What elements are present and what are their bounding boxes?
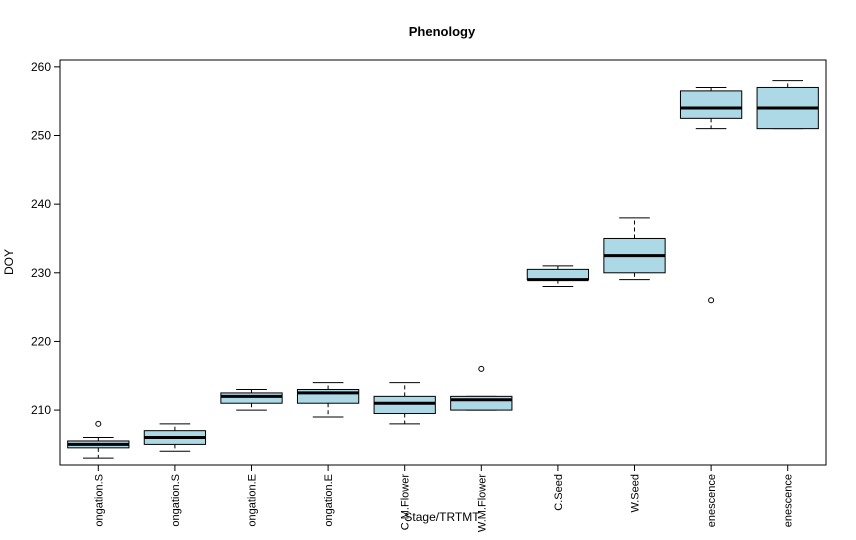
- y-axis: 210 220 230 240 250 260: [31, 60, 61, 417]
- y-axis-label: DOY: [2, 249, 16, 275]
- x-category-label: ongation.S: [170, 474, 182, 527]
- box-series: [67, 80, 819, 459]
- y-tick-label: 250: [31, 129, 51, 143]
- x-category-label: enescence: [706, 474, 718, 527]
- x-category-label: ongation.E: [247, 474, 259, 527]
- box-group: [373, 382, 436, 425]
- x-category-label: C.M.Flower: [400, 474, 412, 531]
- x-category-label: C.Seed: [553, 474, 565, 511]
- box-group: [143, 423, 207, 452]
- outlier-point: [708, 297, 715, 304]
- x-category-labels: ongation.S ongation.S ongation.E ongation.E…: [93, 465, 795, 532]
- box-group: [679, 86, 743, 304]
- y-tick-label: 260: [31, 60, 51, 74]
- box-group: [603, 217, 666, 281]
- x-category-label: enescence: [783, 474, 795, 527]
- box-group: [220, 388, 283, 411]
- box: [220, 392, 283, 404]
- box: [679, 90, 743, 119]
- outlier-point: [478, 365, 485, 372]
- chart-title: Phenology: [409, 24, 476, 39]
- x-category-label: ongation.S: [93, 474, 105, 527]
- box-group: [756, 80, 819, 130]
- outlier-point: [95, 420, 102, 427]
- box-group: [526, 265, 590, 288]
- y-tick-label: 220: [31, 334, 51, 348]
- y-tick-label: 230: [31, 266, 51, 280]
- x-category-label: W.Seed: [630, 474, 642, 513]
- box-group: [67, 420, 130, 459]
- box: [373, 395, 436, 415]
- y-tick-label: 240: [31, 197, 51, 211]
- x-category-label: ongation.E: [323, 474, 335, 527]
- x-category-label: W.M.Flower: [476, 474, 488, 532]
- x-axis-label: Stage/TRTMT: [404, 510, 480, 524]
- box-group: [296, 382, 360, 418]
- box-group: [450, 365, 513, 411]
- y-tick-label: 210: [31, 403, 51, 417]
- box: [526, 268, 590, 281]
